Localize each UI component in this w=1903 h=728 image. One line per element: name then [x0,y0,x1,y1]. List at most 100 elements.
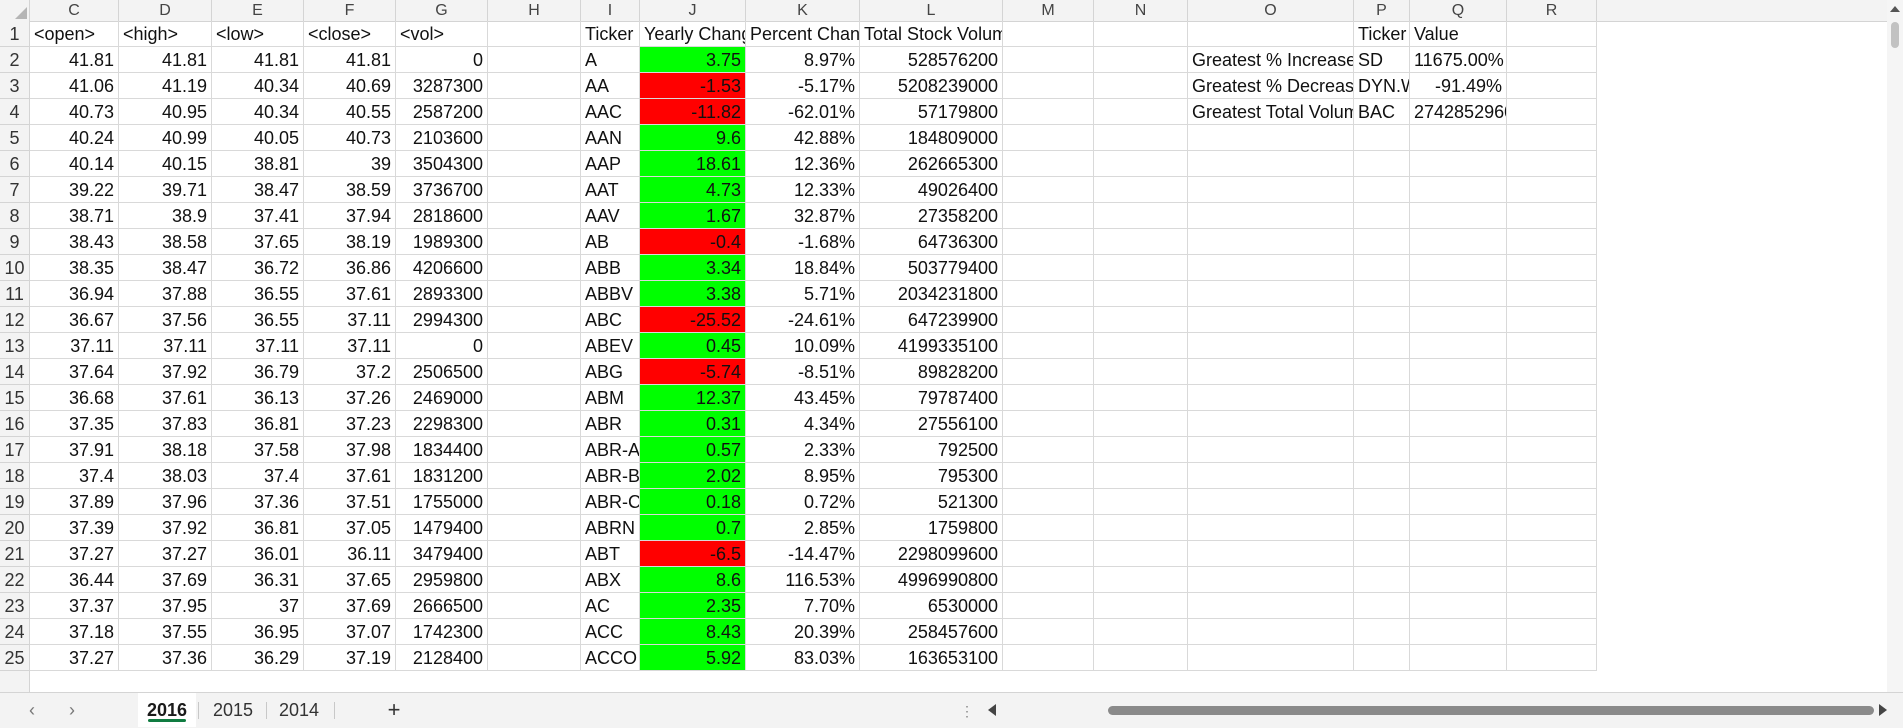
cell-R25[interactable] [1507,645,1597,671]
cell-H2[interactable] [488,47,581,73]
cell-R11[interactable] [1507,281,1597,307]
cell-C15[interactable]: 36.68 [30,385,119,411]
cell-H9[interactable] [488,229,581,255]
cell-M2[interactable] [1003,47,1094,73]
column-header-N[interactable]: N [1094,0,1188,21]
cell-P6[interactable] [1354,151,1410,177]
cell-Q4[interactable]: 27428529600 [1410,99,1507,125]
cell-R16[interactable] [1507,411,1597,437]
cell-O4[interactable]: Greatest Total Volume [1188,99,1354,125]
cell-G8[interactable]: 2818600 [396,203,488,229]
cell-C5[interactable]: 40.24 [30,125,119,151]
cell-K2[interactable]: 8.97% [746,47,860,73]
cell-K23[interactable]: 7.70% [746,593,860,619]
cell-M5[interactable] [1003,125,1094,151]
row-header-22[interactable]: 22 [0,567,29,593]
cell-H21[interactable] [488,541,581,567]
cell-N14[interactable] [1094,359,1188,385]
cell-C24[interactable]: 37.18 [30,619,119,645]
cell-P14[interactable] [1354,359,1410,385]
cell-G6[interactable]: 3504300 [396,151,488,177]
cell-L25[interactable]: 163653100 [860,645,1003,671]
cell-J24[interactable]: 8.43 [640,619,746,645]
cell-Q6[interactable] [1410,151,1507,177]
cell-H1[interactable] [488,21,581,47]
cell-D12[interactable]: 37.56 [119,307,212,333]
cell-O1[interactable] [1188,21,1354,47]
cell-G22[interactable]: 2959800 [396,567,488,593]
cell-R24[interactable] [1507,619,1597,645]
cell-M11[interactable] [1003,281,1094,307]
cell-H20[interactable] [488,515,581,541]
cell-D22[interactable]: 37.69 [119,567,212,593]
cell-J22[interactable]: 8.6 [640,567,746,593]
cell-C19[interactable]: 37.89 [30,489,119,515]
cell-O18[interactable] [1188,463,1354,489]
cell-O6[interactable] [1188,151,1354,177]
cell-I11[interactable]: ABBV [581,281,640,307]
cell-J17[interactable]: 0.57 [640,437,746,463]
cell-F5[interactable]: 40.73 [304,125,396,151]
cell-H22[interactable] [488,567,581,593]
cell-E16[interactable]: 36.81 [212,411,304,437]
cell-G13[interactable]: 0 [396,333,488,359]
cell-M23[interactable] [1003,593,1094,619]
cell-R2[interactable] [1507,47,1597,73]
cell-L12[interactable]: 647239900 [860,307,1003,333]
cell-D24[interactable]: 37.55 [119,619,212,645]
cell-N3[interactable] [1094,73,1188,99]
cell-Q12[interactable] [1410,307,1507,333]
cell-K12[interactable]: -24.61% [746,307,860,333]
select-all-corner[interactable] [0,0,30,21]
cell-P3[interactable]: DYN.W [1354,73,1410,99]
cell-I25[interactable]: ACCO [581,645,640,671]
cell-M12[interactable] [1003,307,1094,333]
cell-O17[interactable] [1188,437,1354,463]
cell-G7[interactable]: 3736700 [396,177,488,203]
vertical-scroll-thumb[interactable] [1891,22,1899,48]
cell-P13[interactable] [1354,333,1410,359]
cell-F9[interactable]: 38.19 [304,229,396,255]
cell-R10[interactable] [1507,255,1597,281]
cell-M24[interactable] [1003,619,1094,645]
cell-O11[interactable] [1188,281,1354,307]
cell-G18[interactable]: 1831200 [396,463,488,489]
cell-H12[interactable] [488,307,581,333]
cell-F7[interactable]: 38.59 [304,177,396,203]
cell-M15[interactable] [1003,385,1094,411]
cell-D4[interactable]: 40.95 [119,99,212,125]
cell-C10[interactable]: 38.35 [30,255,119,281]
cell-O7[interactable] [1188,177,1354,203]
cell-H18[interactable] [488,463,581,489]
cell-N4[interactable] [1094,99,1188,125]
cell-R7[interactable] [1507,177,1597,203]
add-sheet-button[interactable]: + [387,697,401,722]
cell-I5[interactable]: AAN [581,125,640,151]
cell-H10[interactable] [488,255,581,281]
cell-I12[interactable]: ABC [581,307,640,333]
cell-M3[interactable] [1003,73,1094,99]
cell-F6[interactable]: 39 [304,151,396,177]
cell-R6[interactable] [1507,151,1597,177]
row-header-9[interactable]: 9 [0,229,29,255]
cell-F1[interactable]: <close> [304,21,396,47]
cell-I21[interactable]: ABT [581,541,640,567]
cell-I19[interactable]: ABR-C [581,489,640,515]
cell-N1[interactable] [1094,21,1188,47]
cell-R12[interactable] [1507,307,1597,333]
cell-N12[interactable] [1094,307,1188,333]
cell-K3[interactable]: -5.17% [746,73,860,99]
cell-K9[interactable]: -1.68% [746,229,860,255]
cell-F22[interactable]: 37.65 [304,567,396,593]
column-header-G[interactable]: G [396,0,488,21]
cell-N17[interactable] [1094,437,1188,463]
cell-I17[interactable]: ABR-A [581,437,640,463]
cell-R21[interactable] [1507,541,1597,567]
cell-L1[interactable]: Total Stock Volume [860,21,1003,47]
cell-D2[interactable]: 41.81 [119,47,212,73]
cell-K19[interactable]: 0.72% [746,489,860,515]
cell-P8[interactable] [1354,203,1410,229]
cell-M6[interactable] [1003,151,1094,177]
cell-K22[interactable]: 116.53% [746,567,860,593]
cell-L8[interactable]: 27358200 [860,203,1003,229]
